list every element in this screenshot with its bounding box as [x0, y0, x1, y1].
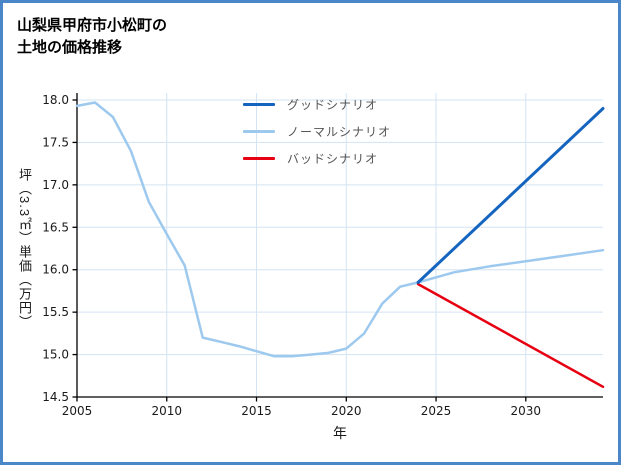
x-axis-label: 年: [333, 425, 347, 441]
svg-text:15.5: 15.5: [42, 305, 69, 319]
legend-item-normal-scenario: ノーマルシナリオ: [243, 118, 391, 145]
svg-text:18.0: 18.0: [42, 93, 69, 107]
svg-text:2015: 2015: [241, 404, 272, 418]
y-axis-label: 坪（3.3㎡）単価（万円）: [17, 167, 32, 330]
svg-text:16.0: 16.0: [42, 263, 69, 277]
svg-text:17.5: 17.5: [42, 135, 69, 149]
chart-legend: グッドシナリオ ノーマルシナリオ バッドシナリオ: [243, 91, 391, 172]
svg-text:2010: 2010: [151, 404, 182, 418]
svg-text:2030: 2030: [511, 404, 542, 418]
bad-scenario-line-swatch: [243, 157, 275, 160]
legend-item-good-scenario: グッドシナリオ: [243, 91, 391, 118]
chart-title: 山梨県甲府市小松町の 土地の価格推移: [17, 17, 168, 56]
normal-scenario-line-swatch: [243, 130, 275, 133]
legend-item-bad-scenario: バッドシナリオ: [243, 145, 391, 172]
svg-text:14.5: 14.5: [42, 390, 69, 404]
svg-text:16.5: 16.5: [42, 220, 69, 234]
legend-label: ノーマルシナリオ: [287, 125, 392, 139]
legend-label: バッドシナリオ: [287, 152, 379, 166]
legend-label: グッドシナリオ: [287, 98, 379, 112]
svg-text:15.0: 15.0: [42, 348, 69, 362]
svg-text:17.0: 17.0: [42, 178, 69, 192]
svg-text:2005: 2005: [62, 404, 93, 418]
svg-text:2020: 2020: [331, 404, 362, 418]
svg-text:2025: 2025: [421, 404, 452, 418]
good-scenario-line-swatch: [243, 103, 275, 106]
price-trend-chart: 2005 2010 2015 2020 2025 2030 14.5 15.0 15.5 16.0…: [42, 93, 605, 418]
